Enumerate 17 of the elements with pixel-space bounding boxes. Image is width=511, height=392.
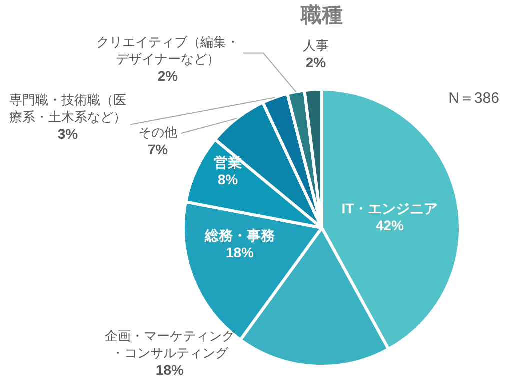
data-label: 18% xyxy=(226,244,255,260)
slice-label: 企画・マーケティング・コンサルティング xyxy=(105,328,236,361)
data-label: 18% xyxy=(156,362,185,378)
data-label: 7% xyxy=(148,141,169,158)
text: N＝386 xyxy=(448,90,500,108)
data-label: 8% xyxy=(218,171,239,188)
slice-label: IT・エンジニア xyxy=(342,200,438,216)
data-label: 3% xyxy=(58,126,79,142)
slice-label: 人事 xyxy=(303,38,329,54)
slice-label: 専門職・技術職（医療系・土木系など） xyxy=(10,92,126,125)
data-label: 2% xyxy=(158,68,179,84)
data-label: 2% xyxy=(306,54,327,70)
chart-title: 職種 xyxy=(300,2,343,27)
slice-label: 総務・事務 xyxy=(204,227,276,244)
slice-label: その他 xyxy=(138,125,178,140)
data-label: 42% xyxy=(376,217,405,234)
slice-label: クリエイティブ（編集・デザイナーなど） xyxy=(96,34,240,67)
